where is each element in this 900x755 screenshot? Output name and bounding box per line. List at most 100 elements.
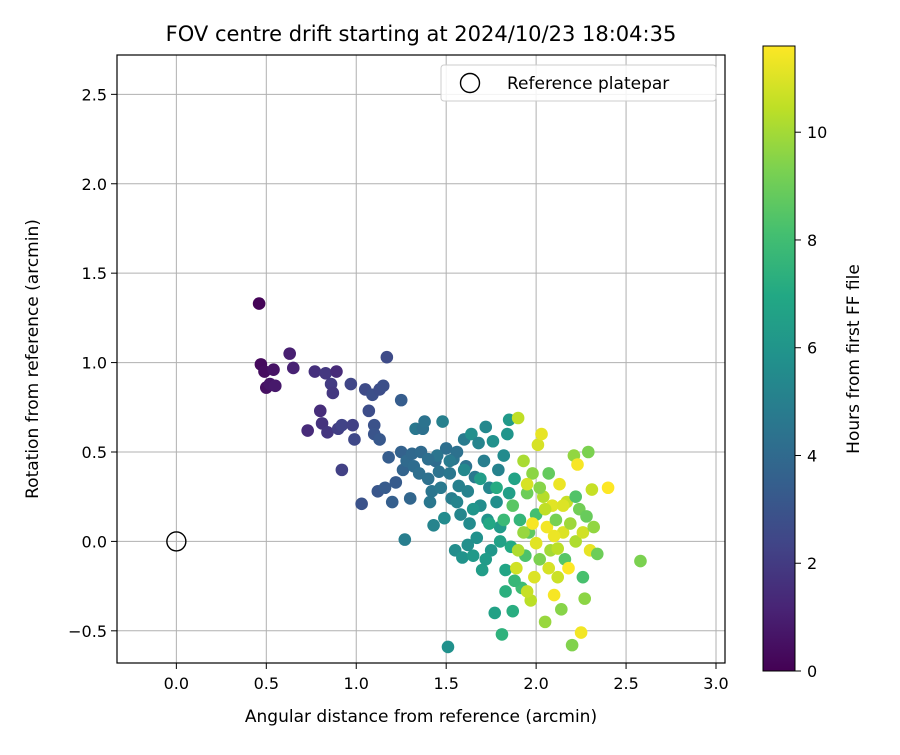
data-point <box>601 481 615 495</box>
data-point <box>313 404 327 418</box>
data-point <box>528 570 541 584</box>
data-point <box>520 486 534 500</box>
data-point <box>555 603 568 616</box>
colorbar-tick-label: 4 <box>807 446 817 465</box>
data-point <box>533 481 547 495</box>
data-point <box>456 551 469 564</box>
data-point <box>531 438 545 452</box>
data-point <box>499 563 512 577</box>
y-tick-label: 2.0 <box>82 175 107 194</box>
colorbar-tick-label: 6 <box>807 339 817 358</box>
data-point <box>461 485 475 498</box>
data-point <box>283 347 296 360</box>
data-point <box>564 517 577 530</box>
colorbar-tick-label: 10 <box>807 123 827 142</box>
x-tick-label: 3.0 <box>703 674 728 693</box>
data-point <box>335 418 349 432</box>
y-tick-label: 0.5 <box>82 443 107 462</box>
data-point <box>454 508 467 521</box>
data-point <box>490 481 503 495</box>
data-point <box>569 535 582 548</box>
y-tick-label: 0.0 <box>82 532 107 551</box>
data-point <box>581 445 595 459</box>
reference-marker <box>166 531 187 552</box>
data-point <box>520 585 534 598</box>
data-point <box>346 418 359 432</box>
data-point <box>578 592 591 605</box>
chart-title: FOV centre drift starting at 2024/10/23 … <box>166 22 677 46</box>
x-tick-label: 1.0 <box>344 674 369 693</box>
data-point <box>472 436 485 450</box>
data-point <box>529 536 543 550</box>
y-axis-label: Rotation from reference (arcmin) <box>23 219 43 499</box>
colorbar-gradient <box>762 45 796 672</box>
data-point <box>479 552 493 566</box>
legend-marker-open-circle <box>459 72 481 94</box>
data-point <box>344 377 358 391</box>
data-point <box>421 472 435 486</box>
legend-box <box>440 64 717 102</box>
data-point <box>319 367 332 380</box>
data-point <box>511 544 525 557</box>
data-points <box>252 297 647 654</box>
data-point <box>556 499 570 512</box>
x-tick-label: 0.5 <box>254 674 279 693</box>
data-point <box>506 604 520 618</box>
data-point <box>439 442 453 455</box>
data-point <box>378 481 392 495</box>
data-point <box>362 404 376 418</box>
data-point <box>330 365 343 378</box>
data-point <box>576 526 590 539</box>
data-point <box>499 585 512 598</box>
y-tick-label: 2.5 <box>82 85 107 104</box>
data-point <box>540 520 554 534</box>
x-tick-label: 2.5 <box>613 674 638 693</box>
data-point <box>382 451 395 464</box>
grid-lines <box>117 55 725 663</box>
data-point <box>497 513 511 527</box>
data-point <box>308 365 322 378</box>
y-tick-label: 1.0 <box>82 354 107 373</box>
data-point <box>517 526 530 539</box>
data-point <box>571 458 584 471</box>
data-point <box>385 495 399 509</box>
y-tick-label: 1.5 <box>82 264 107 283</box>
data-point <box>538 502 552 516</box>
data-point <box>535 427 548 441</box>
data-point <box>267 363 280 377</box>
data-point <box>513 513 527 527</box>
data-point <box>501 427 514 441</box>
data-point <box>506 499 520 512</box>
data-point <box>457 463 471 477</box>
y-tick-label: −0.5 <box>68 622 107 641</box>
data-point <box>466 549 480 563</box>
legend: Reference platepar <box>440 64 717 102</box>
data-point <box>438 511 451 525</box>
data-point <box>520 477 534 491</box>
data-point <box>443 467 457 480</box>
data-point <box>418 415 431 428</box>
data-point <box>335 463 349 477</box>
data-point <box>443 454 457 468</box>
data-point <box>526 517 539 530</box>
data-point <box>492 463 505 477</box>
data-point <box>434 481 448 495</box>
data-point <box>367 418 381 432</box>
x-tick-label: 2.0 <box>523 674 548 693</box>
data-point <box>576 570 590 584</box>
data-point <box>547 588 561 602</box>
data-point <box>475 563 489 577</box>
data-point <box>474 472 487 486</box>
data-point <box>355 497 368 511</box>
data-point <box>477 454 491 468</box>
data-point <box>436 415 449 428</box>
data-point <box>580 510 593 523</box>
y-axis-ticks: −0.5 0.0 0.5 1.0 1.5 2.0 2.5 <box>68 85 117 641</box>
colorbar-tick-label: 0 <box>807 662 817 681</box>
data-point <box>634 554 647 568</box>
data-point <box>463 517 476 530</box>
data-point <box>533 552 547 566</box>
data-point <box>517 454 530 468</box>
data-point <box>268 379 282 393</box>
